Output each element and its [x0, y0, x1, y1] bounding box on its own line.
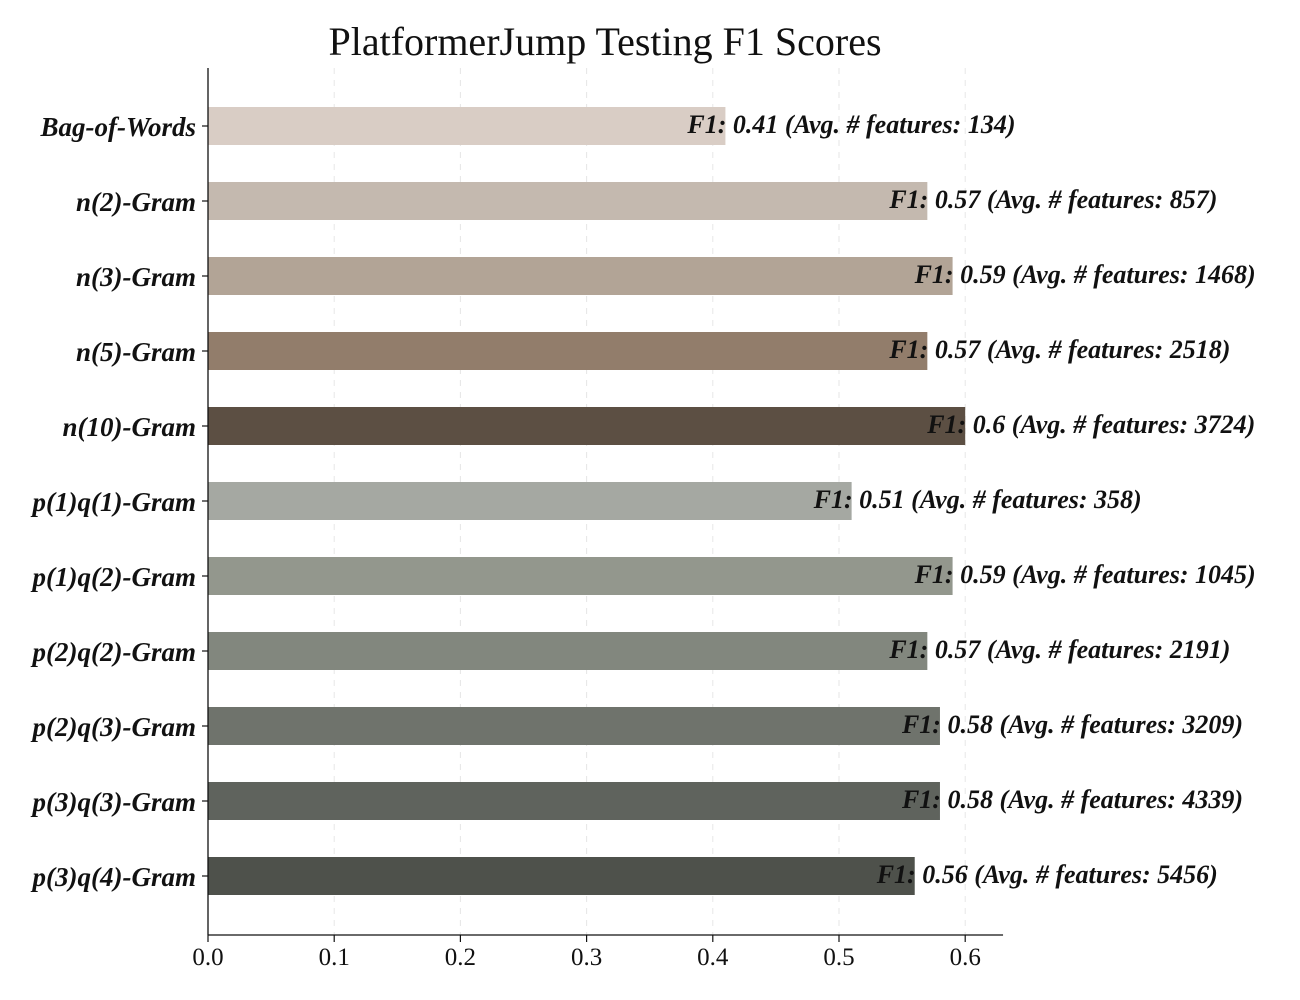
x-tick-label: 0.6: [950, 944, 981, 971]
x-tick-label: 0.0: [192, 944, 223, 971]
x-tick-label: 0.5: [823, 944, 854, 971]
labels-layer: Bag-of-Words F1: 0.41 (Avg. # features: 1…: [31, 110, 1256, 892]
data-label: F1: 0.58 (Avg. # features: 4339): [901, 785, 1243, 814]
category-label: p(3)q(3)-Gram: [31, 787, 196, 817]
data-label: F1: 0.41 (Avg. # features: 134): [686, 110, 1015, 139]
bar: [208, 857, 915, 895]
bar: [208, 407, 966, 445]
data-label: F1: 0.56 (Avg. # features: 5456): [876, 860, 1218, 889]
bar: [208, 482, 852, 520]
category-label: n(2)-Gram: [76, 187, 196, 217]
x-tick-label: 0.2: [445, 944, 476, 971]
category-label: n(10)-Gram: [63, 412, 197, 442]
category-label: n(3)-Gram: [76, 262, 196, 292]
bar: [208, 257, 953, 295]
x-tick-label: 0.3: [571, 944, 602, 971]
category-label: p(1)q(2)-Gram: [31, 562, 196, 592]
x-tick-label: 0.1: [319, 944, 350, 971]
data-label: F1: 0.6 (Avg. # features: 3724): [926, 410, 1255, 439]
chart-title: PlatformerJump Testing F1 Scores: [328, 19, 882, 64]
bar: [208, 782, 940, 820]
category-label: Bag-of-Words: [39, 112, 196, 142]
bars-layer: [208, 107, 966, 895]
bar: [208, 707, 940, 745]
category-label: p(2)q(3)-Gram: [31, 712, 196, 742]
data-label: F1: 0.57 (Avg. # features: 857): [888, 185, 1217, 214]
data-label: F1: 0.59 (Avg. # features: 1468): [914, 260, 1256, 289]
bar: [208, 182, 928, 220]
data-label: F1: 0.58 (Avg. # features: 3209): [901, 710, 1243, 739]
axes-layer: 0.0 0.1 0.2 0.3 0.4 0.5 0.6: [192, 68, 1004, 971]
bar: [208, 107, 726, 145]
x-tick-label: 0.4: [697, 944, 729, 971]
category-label: p(1)q(1)-Gram: [31, 487, 196, 517]
data-label: F1: 0.59 (Avg. # features: 1045): [914, 560, 1256, 589]
data-label: F1: 0.57 (Avg. # features: 2518): [888, 335, 1230, 364]
data-label: F1: 0.57 (Avg. # features: 2191): [888, 635, 1230, 664]
bar: [208, 332, 928, 370]
category-label: p(2)q(2)-Gram: [31, 637, 196, 667]
bar: [208, 632, 928, 670]
data-label: F1: 0.51 (Avg. # features: 358): [813, 485, 1142, 514]
category-label: n(5)-Gram: [76, 337, 196, 367]
category-label: p(3)q(4)-Gram: [31, 862, 196, 892]
bar: [208, 557, 953, 595]
